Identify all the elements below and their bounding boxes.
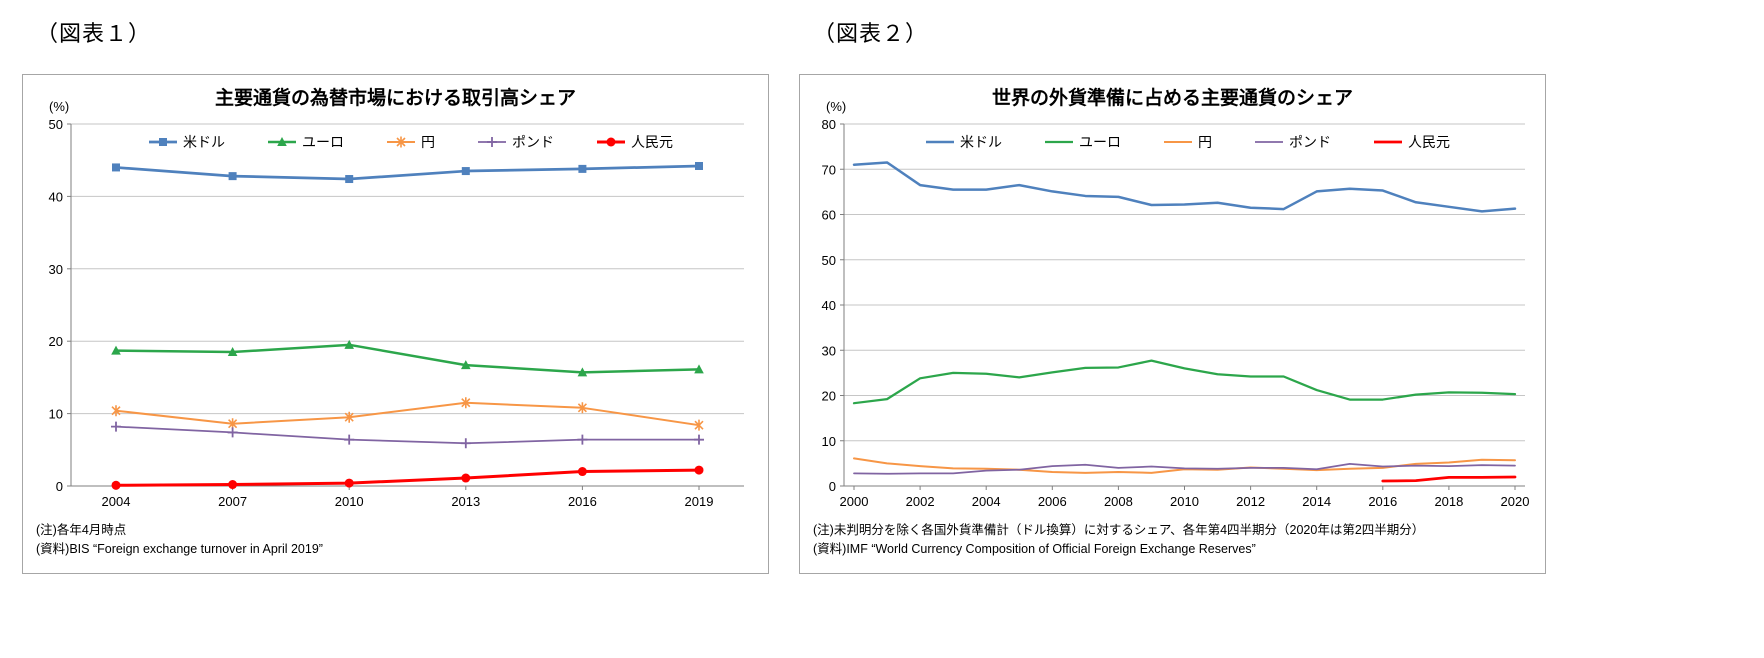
chart2-line-chart: 0 10 20 30 40 50 60 70 80 2000 2002 2004 2006 2008 201…	[822, 117, 1530, 509]
series-cny	[111, 465, 704, 490]
legend-label-yen: 円	[1198, 134, 1212, 150]
chart1-note-line-1: (注)各年4月時点	[36, 523, 127, 537]
legend-swatch-cny-icon	[597, 137, 625, 147]
legend-item-gbp: ポンド	[1254, 132, 1331, 152]
series-usd	[112, 161, 703, 184]
svg-text:0: 0	[56, 479, 63, 494]
legend-item-usd: 米ドル	[148, 132, 225, 152]
legend-item-euro: ユーロ	[267, 132, 344, 152]
legend-item-euro: ユーロ	[1044, 132, 1121, 152]
legend-swatch-gbp-icon	[478, 137, 506, 147]
legend-swatch-cny-icon	[1374, 140, 1402, 144]
chart1-line-chart: 0 10 20 30 40 50 2004 2007 2010 2013 2016 2019	[49, 117, 744, 509]
figure2-label: （図表２）	[813, 21, 929, 46]
svg-text:2010: 2010	[1170, 494, 1199, 509]
chart1-notes: (注)各年4月時点 (資料)BIS “Foreign exchange turn…	[23, 521, 768, 559]
figure1-panel: 主要通貨の為替市場における取引高シェア (%) 米ドル ユーロ 円 ポンド 人民元 0 1…	[22, 74, 769, 574]
legend-label-gbp: ポンド	[1289, 134, 1331, 150]
gridlines	[71, 123, 744, 415]
svg-text:2020: 2020	[1501, 494, 1530, 509]
series-euro	[852, 359, 1517, 405]
legend-swatch-yen-icon	[1164, 141, 1192, 143]
chart1-y-axis-unit-label: (%)	[49, 99, 70, 114]
legend-item-usd: 米ドル	[925, 132, 1002, 152]
chart2-legend: 米ドル ユーロ 円 ポンド 人民元	[855, 132, 1520, 152]
series-yen	[111, 397, 704, 431]
series-gbp	[853, 462, 1516, 475]
svg-text:2016: 2016	[1368, 494, 1397, 509]
chart2-note-line-2: (資料)IMF “World Currency Composition of O…	[813, 541, 1256, 556]
figure2-panel: 世界の外貨準備に占める主要通貨のシェア (%) 米ドル ユーロ 円 ポンド 人民元 0 1…	[799, 74, 1546, 574]
legend-swatch-yen-icon	[387, 136, 415, 148]
svg-text:20: 20	[49, 334, 63, 349]
svg-text:2018: 2018	[1434, 494, 1463, 509]
svg-text:2004: 2004	[972, 494, 1001, 509]
axes	[840, 123, 1525, 490]
svg-text:2016: 2016	[568, 494, 597, 509]
figure1-label: （図表１）	[36, 21, 152, 46]
svg-text:2000: 2000	[840, 494, 869, 509]
svg-text:2006: 2006	[1038, 494, 1067, 509]
svg-text:20: 20	[822, 389, 836, 404]
legend-label-euro: ユーロ	[302, 134, 344, 150]
chart2-note-line-1: (注)未判明分を除く各国外貨準備計（ドル換算）に対するシェア、各年第4四半期分（…	[813, 523, 1425, 537]
chart2-y-axis-unit-label: (%)	[826, 99, 847, 114]
svg-text:2019: 2019	[685, 494, 714, 509]
legend-item-gbp: ポンド	[477, 132, 554, 152]
legend-item-cny: 人民元	[596, 132, 673, 152]
svg-text:50: 50	[49, 117, 63, 132]
svg-text:2007: 2007	[218, 494, 247, 509]
series-gbp	[111, 421, 704, 449]
svg-text:2002: 2002	[906, 494, 935, 509]
legend-label-euro: ユーロ	[1079, 134, 1121, 150]
svg-text:2014: 2014	[1302, 494, 1331, 509]
x-axis-labels: 2004 2007 2010 2013 2016 2019	[102, 494, 714, 509]
series-euro	[111, 339, 704, 377]
svg-text:50: 50	[822, 253, 836, 268]
legend-item-cny: 人民元	[1373, 132, 1450, 152]
svg-text:10: 10	[49, 407, 63, 422]
legend-swatch-euro-icon	[268, 137, 296, 146]
svg-text:2012: 2012	[1236, 494, 1265, 509]
svg-text:30: 30	[822, 343, 836, 358]
legend-label-usd: 米ドル	[960, 134, 1002, 150]
legend-item-yen: 円	[1163, 132, 1212, 152]
legend-swatch-usd-icon	[926, 140, 954, 144]
chart1-title: 主要通貨の為替市場における取引高シェア	[214, 88, 576, 109]
svg-text:60: 60	[822, 208, 836, 223]
svg-text:2013: 2013	[451, 494, 480, 509]
svg-text:40: 40	[49, 189, 63, 204]
y-axis-labels: 0 10 20 30 40 50	[49, 117, 63, 494]
series-usd	[852, 161, 1517, 213]
svg-text:0: 0	[829, 479, 836, 494]
svg-text:2004: 2004	[102, 494, 131, 509]
svg-text:2010: 2010	[335, 494, 364, 509]
legend-label-cny: 人民元	[631, 134, 673, 150]
svg-text:2008: 2008	[1104, 494, 1133, 509]
legend-swatch-euro-icon	[1045, 140, 1073, 144]
svg-text:80: 80	[822, 117, 836, 132]
legend-label-usd: 米ドル	[183, 134, 225, 150]
svg-text:30: 30	[49, 262, 63, 277]
legend-label-cny: 人民元	[1408, 134, 1450, 150]
gridlines	[844, 123, 1525, 442]
chart1-legend: 米ドル ユーロ 円 ポンド 人民元	[78, 132, 743, 152]
series-cny	[1381, 475, 1517, 483]
chart2-notes: (注)未判明分を除く各国外貨準備計（ドル換算）に対するシェア、各年第4四半期分（…	[800, 521, 1545, 559]
x-axis-labels: 2000 2002 2004 2006 2008 2010 2012 2014 2016 2018…	[840, 494, 1530, 509]
svg-text:40: 40	[822, 298, 836, 313]
chart2-title: 世界の外貨準備に占める主要通貨のシェア	[991, 88, 1353, 109]
svg-text:70: 70	[822, 162, 836, 177]
axes	[67, 123, 744, 490]
y-axis-labels: 0 10 20 30 40 50 60 70 80	[822, 117, 836, 494]
legend-label-gbp: ポンド	[512, 134, 554, 150]
legend-swatch-gbp-icon	[1255, 141, 1283, 143]
svg-text:10: 10	[822, 434, 836, 449]
legend-label-yen: 円	[421, 134, 435, 150]
chart1-note-line-2: (資料)BIS “Foreign exchange turnover in Ap…	[36, 541, 323, 556]
legend-item-yen: 円	[386, 132, 435, 152]
legend-swatch-usd-icon	[149, 138, 177, 146]
